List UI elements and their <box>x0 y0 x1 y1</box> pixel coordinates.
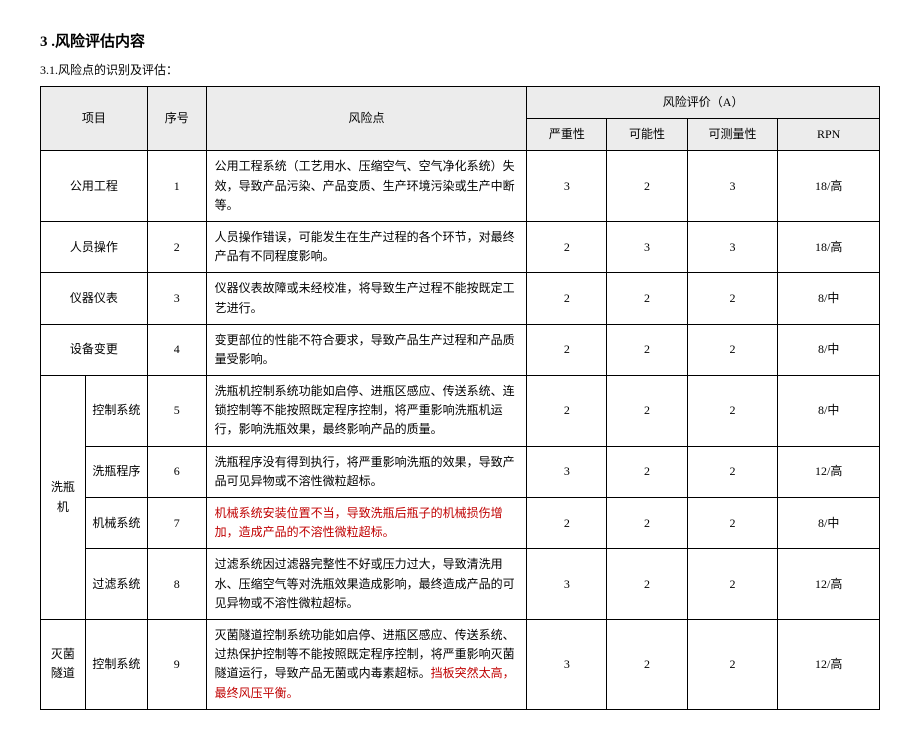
cell-mea: 2 <box>687 324 778 375</box>
cell-pos: 2 <box>607 498 687 549</box>
risk-table: 项目 序号 风险点 风险评价（A） 严重性 可能性 可测量性 RPN 公用工程 … <box>40 86 880 710</box>
cell-sev: 2 <box>527 324 607 375</box>
table-row: 洗瓶程序 6 洗瓶程序没有得到执行，将严重影响洗瓶的效果，导致产品可见异物或不溶… <box>41 446 880 497</box>
cell-item: 公用工程 <box>41 151 148 222</box>
cell-sev: 3 <box>527 446 607 497</box>
cell-seq: 4 <box>147 324 206 375</box>
table-row: 机械系统 7 机械系统安装位置不当，导致洗瓶后瓶子的机械损伤增加，造成产品的不溶… <box>41 498 880 549</box>
cell-sev: 2 <box>527 498 607 549</box>
cell-pos: 2 <box>607 151 687 222</box>
cell-seq: 7 <box>147 498 206 549</box>
cell-risk: 仪器仪表故障或未经校准，将导致生产过程不能按既定工艺进行。 <box>206 273 527 324</box>
col-item: 项目 <box>41 87 148 151</box>
cell-risk: 公用工程系统（工艺用水、压缩空气、空气净化系统）失效，导致产品污染、产品变质、生… <box>206 151 527 222</box>
cell-rpn: 12/高 <box>778 619 880 709</box>
cell-rpn: 12/高 <box>778 549 880 620</box>
cell-mea: 2 <box>687 376 778 447</box>
cell-pos: 2 <box>607 324 687 375</box>
cell-risk: 机械系统安装位置不当，导致洗瓶后瓶子的机械损伤增加，造成产品的不溶性微粒超标。 <box>206 498 527 549</box>
col-rpn: RPN <box>778 119 880 151</box>
cell-pos: 3 <box>607 221 687 272</box>
table-row: 洗瓶机 控制系统 5 洗瓶机控制系统功能如启停、进瓶区感应、传送系统、连锁控制等… <box>41 376 880 447</box>
cell-item: 设备变更 <box>41 324 148 375</box>
cell-seq: 9 <box>147 619 206 709</box>
cell-rpn: 8/中 <box>778 376 880 447</box>
cell-sub: 洗瓶程序 <box>85 446 147 497</box>
cell-seq: 1 <box>147 151 206 222</box>
col-sev: 严重性 <box>527 119 607 151</box>
cell-seq: 8 <box>147 549 206 620</box>
cell-sub: 控制系统 <box>85 376 147 447</box>
cell-sev: 3 <box>527 151 607 222</box>
cell-risk: 洗瓶程序没有得到执行，将严重影响洗瓶的效果，导致产品可见异物或不溶性微粒超标。 <box>206 446 527 497</box>
cell-seq: 5 <box>147 376 206 447</box>
cell-pos: 2 <box>607 549 687 620</box>
table-row: 设备变更 4 变更部位的性能不符合要求，导致产品生产过程和产品质量受影响。 2 … <box>41 324 880 375</box>
cell-risk: 洗瓶机控制系统功能如启停、进瓶区感应、传送系统、连锁控制等不能按照既定程序控制，… <box>206 376 527 447</box>
table-row: 过滤系统 8 过滤系统因过滤器完整性不好或压力过大，导致清洗用水、压缩空气等对洗… <box>41 549 880 620</box>
cell-pos: 2 <box>607 376 687 447</box>
cell-mea: 2 <box>687 498 778 549</box>
cell-pos: 2 <box>607 619 687 709</box>
cell-rpn: 8/中 <box>778 273 880 324</box>
cell-risk: 灭菌隧道控制系统功能如启停、进瓶区感应、传送系统、过热保护控制等不能按照既定程序… <box>206 619 527 709</box>
section-heading: 3 .风险评估内容 <box>40 30 880 51</box>
cell-risk: 人员操作错误，可能发生在生产过程的各个环节，对最终产品有不同程度影响。 <box>206 221 527 272</box>
cell-sev: 2 <box>527 376 607 447</box>
cell-mea: 3 <box>687 221 778 272</box>
cell-mea: 3 <box>687 151 778 222</box>
cell-pos: 2 <box>607 273 687 324</box>
cell-sev: 2 <box>527 273 607 324</box>
col-pos: 可能性 <box>607 119 687 151</box>
cell-mea: 2 <box>687 446 778 497</box>
cell-item: 仪器仪表 <box>41 273 148 324</box>
cell-pos: 2 <box>607 446 687 497</box>
risk-text-red: 机械系统安装位置不当，导致洗瓶后瓶子的机械损伤增加，造成产品的不溶性微粒超标。 <box>215 506 503 539</box>
cell-mea: 2 <box>687 549 778 620</box>
cell-rpn: 18/高 <box>778 151 880 222</box>
table-body: 公用工程 1 公用工程系统（工艺用水、压缩空气、空气净化系统）失效，导致产品污染… <box>41 151 880 709</box>
cell-sub: 机械系统 <box>85 498 147 549</box>
cell-seq: 2 <box>147 221 206 272</box>
col-risk: 风险点 <box>206 87 527 151</box>
table-row: 公用工程 1 公用工程系统（工艺用水、压缩空气、空气净化系统）失效，导致产品污染… <box>41 151 880 222</box>
cell-sev: 3 <box>527 619 607 709</box>
cell-group: 灭菌隧道 <box>41 619 86 709</box>
cell-mea: 2 <box>687 273 778 324</box>
cell-mea: 2 <box>687 619 778 709</box>
cell-item: 人员操作 <box>41 221 148 272</box>
cell-rpn: 12/高 <box>778 446 880 497</box>
table-row: 人员操作 2 人员操作错误，可能发生在生产过程的各个环节，对最终产品有不同程度影… <box>41 221 880 272</box>
cell-rpn: 8/中 <box>778 324 880 375</box>
cell-sub: 过滤系统 <box>85 549 147 620</box>
cell-sev: 2 <box>527 221 607 272</box>
cell-sev: 3 <box>527 549 607 620</box>
subsection-heading: 3.1.风险点的识别及评估： <box>40 61 880 78</box>
cell-rpn: 18/高 <box>778 221 880 272</box>
col-seq: 序号 <box>147 87 206 151</box>
cell-seq: 6 <box>147 446 206 497</box>
table-row: 灭菌隧道 控制系统 9 灭菌隧道控制系统功能如启停、进瓶区感应、传送系统、过热保… <box>41 619 880 709</box>
cell-seq: 3 <box>147 273 206 324</box>
cell-rpn: 8/中 <box>778 498 880 549</box>
header-row-1: 项目 序号 风险点 风险评价（A） <box>41 87 880 119</box>
col-eval-group: 风险评价（A） <box>527 87 880 119</box>
cell-sub: 控制系统 <box>85 619 147 709</box>
cell-group: 洗瓶机 <box>41 376 86 620</box>
cell-risk: 过滤系统因过滤器完整性不好或压力过大，导致清洗用水、压缩空气等对洗瓶效果造成影响… <box>206 549 527 620</box>
col-mea: 可测量性 <box>687 119 778 151</box>
table-row: 仪器仪表 3 仪器仪表故障或未经校准，将导致生产过程不能按既定工艺进行。 2 2… <box>41 273 880 324</box>
cell-risk: 变更部位的性能不符合要求，导致产品生产过程和产品质量受影响。 <box>206 324 527 375</box>
